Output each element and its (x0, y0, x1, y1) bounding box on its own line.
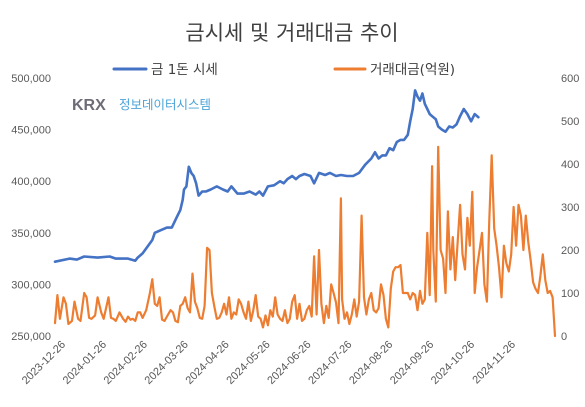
y-left-axis: 250,000 300,000 350,000 400,000 450,000 500,0… (11, 73, 51, 343)
y-left-tick-label: 350,000 (11, 228, 51, 240)
legend-label-volume: 거래대금(억원) (370, 62, 455, 78)
plot-area (53, 89, 557, 338)
y-left-tick-label: 450,000 (11, 125, 51, 137)
chart-title: 금시세 및 거래대금 추이 (185, 21, 398, 45)
y-right-tick-label: 300 (561, 202, 579, 214)
y-left-tick-label: 500,000 (11, 73, 51, 85)
y-right-tick-label: 600 (561, 73, 579, 85)
series-line-gold-price (53, 89, 480, 264)
watermark: KRX 정보데이터시스템 (72, 97, 211, 114)
watermark-brand: KRX (72, 97, 106, 114)
y-right-axis: 0 100 200 300 400 500 600 (561, 73, 579, 343)
y-left-tick-label: 250,000 (11, 331, 51, 343)
y-right-tick-label: 400 (561, 159, 579, 171)
series-line-volume (53, 145, 557, 338)
legend: 금 1돈 시세 거래대금(억원) (112, 62, 455, 78)
y-right-tick-label: 500 (561, 116, 579, 128)
y-right-tick-label: 200 (561, 245, 579, 257)
watermark-name: 정보데이터시스템 (119, 97, 211, 112)
y-left-tick-label: 300,000 (11, 279, 51, 291)
legend-label-gold-price: 금 1돈 시세 (151, 62, 218, 78)
y-right-tick-label: 0 (561, 331, 567, 343)
y-left-tick-label: 400,000 (11, 176, 51, 188)
y-right-tick-label: 100 (561, 288, 579, 300)
